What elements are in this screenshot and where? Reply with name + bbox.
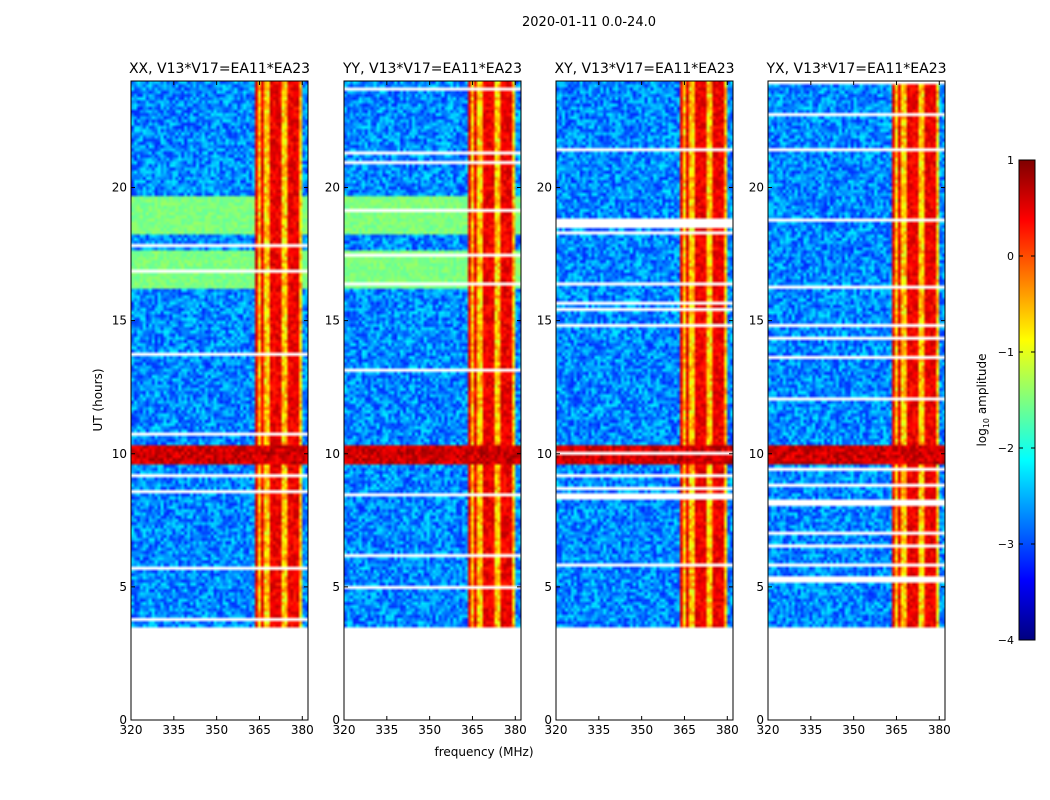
x-tick-label: 380 bbox=[291, 723, 314, 737]
panel-4: YX, V13*V17=EA11*EA23 320 335 350 365 380 0 5 10… bbox=[749, 61, 951, 737]
panel-frame-1 bbox=[130, 80, 309, 721]
x-tick-label: 350 bbox=[630, 723, 653, 737]
colorbar-label-rest: amplitude bbox=[975, 354, 989, 418]
x-axis-label: frequency (MHz) bbox=[434, 745, 533, 759]
y-tick-label: 10 bbox=[537, 447, 552, 461]
y-tick-label: 0 bbox=[544, 713, 552, 727]
panel-1: XX, V13*V17=EA11*EA23 320 335 350 365 380 0 5 10… bbox=[112, 61, 314, 737]
y-tick-label: 15 bbox=[749, 314, 764, 328]
x-tick-label: 350 bbox=[418, 723, 441, 737]
heatmap-image-1 bbox=[131, 81, 308, 720]
x-tick-label: 350 bbox=[842, 723, 865, 737]
colorbar-tick-label: 0 bbox=[1007, 250, 1014, 263]
y-tick-label: 20 bbox=[537, 181, 552, 195]
x-tick-label: 320 bbox=[545, 723, 568, 737]
x-tick-label: 335 bbox=[587, 723, 610, 737]
heatmap-image-3 bbox=[556, 81, 733, 720]
colorbar-label: log10 amplitude bbox=[975, 354, 991, 447]
figure-suptitle: 2020-01-11 0.0-24.0 bbox=[522, 15, 656, 30]
y-tick-label: 5 bbox=[119, 580, 127, 594]
y-tick-label: 10 bbox=[749, 447, 764, 461]
panel-2: YY, V13*V17=EA11*EA23 320 335 350 365 380 0 5 10… bbox=[325, 61, 527, 737]
x-tick-label: 350 bbox=[205, 723, 228, 737]
x-tick-label: 365 bbox=[248, 723, 271, 737]
colorbar-gradient bbox=[1018, 159, 1036, 641]
y-tick-label: 20 bbox=[325, 181, 340, 195]
x-tick-label: 365 bbox=[673, 723, 696, 737]
y-tick-label: 0 bbox=[756, 713, 764, 727]
heatmap-image-4 bbox=[768, 81, 945, 720]
y-tick-label: 20 bbox=[749, 181, 764, 195]
panel-title-4: YX, V13*V17=EA11*EA23 bbox=[765, 61, 946, 77]
panel-title-3: XY, V13*V17=EA11*EA23 bbox=[554, 61, 734, 77]
colorbar-label-log: log bbox=[975, 428, 989, 446]
heatmap-image-2 bbox=[344, 81, 521, 720]
panel-frame-2 bbox=[343, 80, 522, 721]
y-tick-label: 0 bbox=[332, 713, 340, 727]
panel-title-2: YY, V13*V17=EA11*EA23 bbox=[342, 61, 522, 77]
x-tick-label: 380 bbox=[504, 723, 527, 737]
panel-3: XY, V13*V17=EA11*EA23 320 335 350 365 380 0 5 10… bbox=[537, 61, 739, 737]
panel-title-1: XX, V13*V17=EA11*EA23 bbox=[129, 61, 310, 77]
y-tick-label: 10 bbox=[325, 447, 340, 461]
y-tick-label: 15 bbox=[112, 314, 127, 328]
y-tick-label: 5 bbox=[332, 580, 340, 594]
colorbar-tick-label: −3 bbox=[998, 538, 1014, 551]
x-tick-label: 365 bbox=[461, 723, 484, 737]
y-tick-label: 15 bbox=[537, 314, 552, 328]
x-tick-label: 380 bbox=[716, 723, 739, 737]
panels-group: XX, V13*V17=EA11*EA23 320 335 350 365 380 0 5 10… bbox=[112, 61, 951, 737]
colorbar-tick-label: −2 bbox=[998, 442, 1014, 455]
colorbar-tick-label: 1 bbox=[1007, 154, 1014, 167]
y-tick-label: 20 bbox=[112, 181, 127, 195]
y-tick-label: 10 bbox=[112, 447, 127, 461]
x-tick-label: 320 bbox=[757, 723, 780, 737]
x-tick-label: 320 bbox=[333, 723, 356, 737]
colorbar-tick-label: −1 bbox=[998, 346, 1014, 359]
y-tick-label: 0 bbox=[119, 713, 127, 727]
panel-frame-3 bbox=[555, 80, 734, 721]
y-tick-label: 5 bbox=[544, 580, 552, 594]
y-tick-label: 5 bbox=[756, 580, 764, 594]
x-tick-label: 335 bbox=[162, 723, 185, 737]
panel-frame-4 bbox=[767, 80, 946, 721]
x-tick-label: 335 bbox=[375, 723, 398, 737]
y-tick-label: 15 bbox=[325, 314, 340, 328]
x-tick-label: 335 bbox=[799, 723, 822, 737]
x-tick-label: 320 bbox=[120, 723, 143, 737]
x-tick-label: 365 bbox=[885, 723, 908, 737]
colorbar-label-sub: 10 bbox=[982, 418, 991, 428]
colorbar-tick-label: −4 bbox=[998, 634, 1014, 647]
y-axis-label: UT (hours) bbox=[91, 368, 105, 431]
x-tick-label: 380 bbox=[928, 723, 951, 737]
